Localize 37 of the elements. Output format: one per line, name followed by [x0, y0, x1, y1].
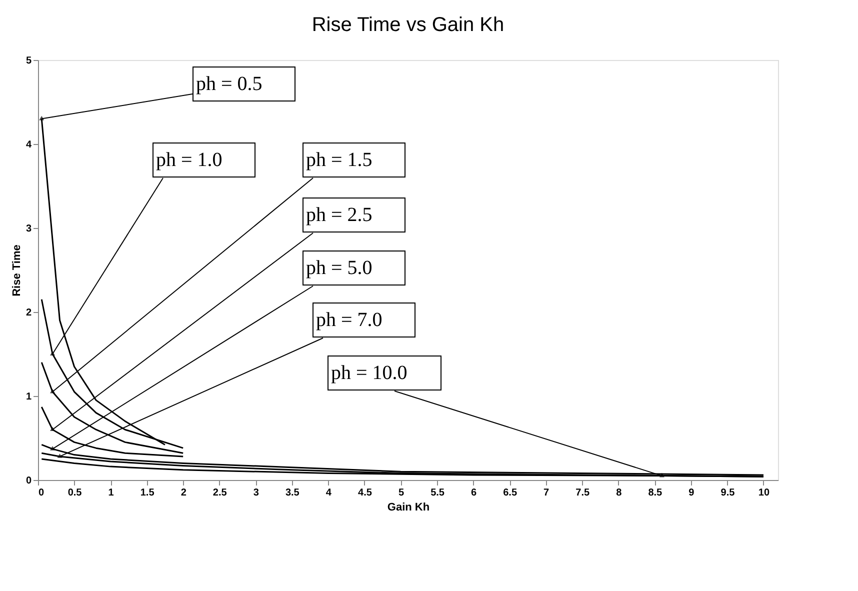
x-tick-label: 0 — [38, 488, 44, 498]
x-tick-label: 10 — [758, 488, 770, 498]
y-tick-label: 5 — [26, 56, 32, 66]
x-tick-label: 4.5 — [358, 488, 372, 498]
annotation: ph = 5.0 — [306, 257, 372, 279]
y-tick-label: 3 — [26, 224, 32, 234]
y-tick-label: 2 — [26, 308, 32, 318]
x-tick-label: 3 — [253, 488, 260, 498]
x-tick-label: 1 — [108, 488, 114, 498]
x-tick-label: 3.5 — [285, 488, 300, 498]
x-axis-title: Gain Kh — [387, 502, 430, 514]
annotation: ph = 0.5 — [196, 73, 262, 95]
x-tick-label: 2 — [180, 488, 187, 498]
annotation: ph = 1.0 — [156, 149, 222, 171]
x-tick-label: 9.5 — [720, 488, 736, 498]
x-tick-label: 5 — [398, 488, 404, 498]
x-tick-label: 5.5 — [430, 488, 445, 498]
x-tick-label: 8 — [616, 488, 622, 498]
x-tick-label: 7 — [544, 488, 550, 498]
y-tick-label: 0 — [26, 476, 32, 486]
x-tick-label: 4 — [326, 488, 332, 498]
x-tick-label: 9 — [688, 488, 695, 498]
x-tick-label: 6 — [471, 488, 478, 498]
x-tick-label: 0.5 — [68, 488, 82, 498]
annotation: ph = 1.5 — [306, 149, 372, 171]
x-tick-label: 2.5 — [212, 488, 228, 498]
annotation: ph = 2.5 — [306, 204, 372, 226]
annotation: ph = 7.0 — [316, 309, 382, 331]
x-tick-label: 7.5 — [576, 488, 590, 498]
x-tick-label: 6.5 — [503, 488, 518, 498]
x-tick-label: 8.5 — [648, 488, 663, 498]
y-tick-label: 1 — [26, 392, 32, 402]
chart-title: Rise Time vs Gain Kh — [312, 14, 504, 36]
y-tick-label: 4 — [26, 140, 32, 150]
annotation: ph = 10.0 — [331, 362, 408, 384]
y-axis-title: Rise Time — [10, 244, 23, 296]
x-tick-label: 1.5 — [140, 488, 155, 498]
